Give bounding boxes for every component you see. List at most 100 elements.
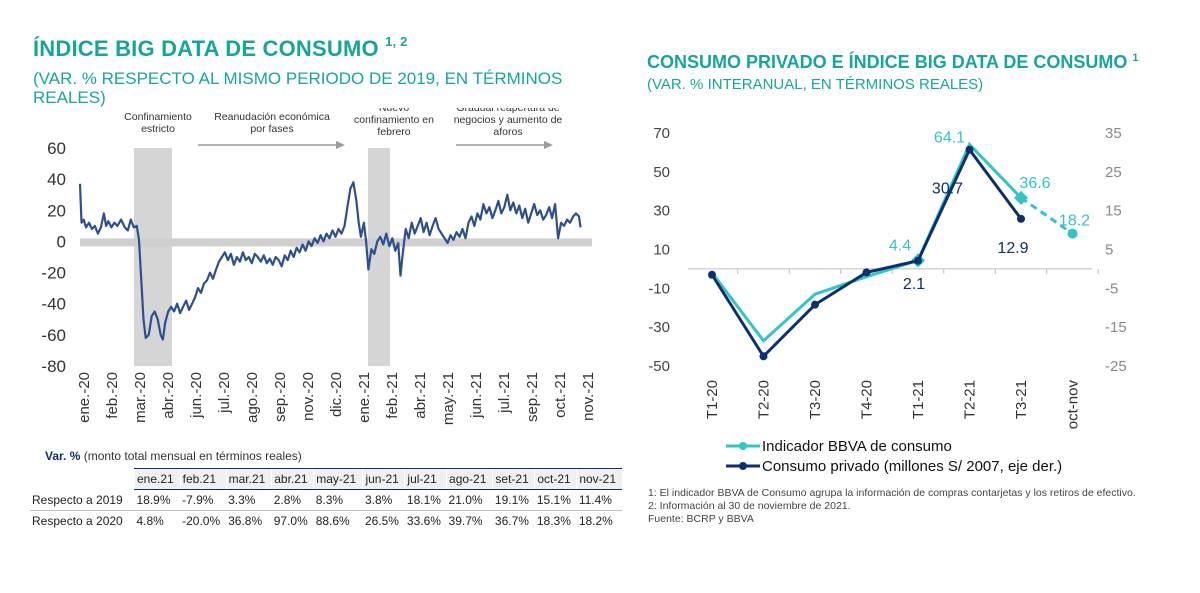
y-tick-label: 40 [47, 170, 66, 189]
y-tick-label: -80 [41, 357, 66, 376]
x-tick-label: jun.-21 [468, 372, 485, 419]
x-tick-label: T2-21 [962, 380, 979, 419]
annotation-text-0: estricto [141, 123, 175, 135]
right-title-text: CONSUMO PRIVADO E ÍNDICE BIG DATA DE CON… [647, 52, 1128, 72]
annotation-text-2: febrero [377, 126, 410, 138]
note-2: 2: Información al 30 de noviembre de 202… [648, 500, 851, 512]
x-tick-label: T1-21 [910, 380, 927, 419]
x-tick-label: feb.-21 [384, 372, 401, 419]
left-chart-title: ÍNDICE BIG DATA DE CONSUMO 1, 2 [33, 34, 408, 62]
legend-label-consumo: Consumo privado (millones S/ 2007, eje d… [762, 457, 1063, 475]
table-cell: 39.7% [446, 510, 493, 531]
y-right-tick-label: -5 [1105, 280, 1118, 297]
table-column-header: nov-21 [576, 468, 622, 490]
table-caption: Var. % (monto total mensual en términos … [45, 449, 302, 463]
table-cell: 18.9% [136, 493, 171, 507]
table-cell: 8.3% [315, 493, 344, 507]
right-chart-subtitle: (VAR. % INTERANUAL, EN TÉRMINOS REALES) [647, 76, 984, 93]
table-cell: 33.6% [404, 510, 447, 531]
x-tick-label: oct-nov [1065, 380, 1082, 430]
y-tick-label: -60 [41, 326, 66, 345]
table-cell: 3.3% [228, 493, 256, 507]
annotation-text-0: Confinamiento [124, 111, 192, 123]
x-tick-label: ago.-20 [244, 372, 261, 423]
table-caption-text: (monto total mensual en términos reales) [80, 449, 302, 463]
private-consumption-chart: 70 50 30 10 -10 -30 -50 35 25 15 5 -5 -15 -25 T1-20 T2-… [648, 125, 1127, 430]
y-right-tick-label: 15 [1105, 203, 1122, 220]
bbva-data-label: 18.2 [1059, 213, 1090, 230]
x-tick-label: mar.-20 [132, 372, 149, 423]
left-chart-subtitle: (VAR. % RESPECTO AL MISMO PERIODO DE 201… [33, 69, 623, 107]
table-column-header: may-21 [313, 468, 363, 490]
annotation-text-1: Reanudación económica [214, 111, 330, 123]
bbva-data-label: 4.4 [889, 237, 911, 254]
table-cell: -7.9% [182, 493, 214, 507]
table-cell: 97.0% [271, 510, 314, 531]
annotation-text-3: Gradual reapertura de [456, 108, 559, 114]
y-tick-label: 0 [57, 232, 66, 251]
table-column-header: ago-21 [446, 468, 493, 490]
right-title-superscript: 1 [1132, 52, 1139, 64]
variation-table: ene.21 feb.21 mar.21 abr.21 may-21 jun-21 jul-… [30, 468, 622, 531]
table-cell: 36.7% [492, 510, 535, 531]
y-right-tick-label: 5 [1105, 242, 1113, 259]
table-header-row: ene.21 feb.21 mar.21 abr.21 may-21 jun-21 jul-… [30, 468, 622, 490]
table-cell: 3.8% [364, 493, 393, 507]
x-tick-label: jul.-20 [216, 372, 233, 414]
table-corner-cell [30, 469, 135, 490]
table-row-label: Respecto a 2019 [32, 492, 123, 507]
y-left-tick-label: -30 [648, 319, 670, 336]
table-column-header: abr.21 [271, 468, 314, 490]
annotation-text-2: Nuevo [379, 108, 410, 114]
y-left-tick-label: 30 [653, 203, 670, 220]
legend-swatch-consumo [726, 462, 760, 470]
table-column-header: jun-21 [362, 468, 405, 490]
source-notes: 1: El indicador BBVA de Consumo agrupa l… [648, 487, 1188, 526]
x-tick-label: T2-20 [756, 380, 773, 419]
consumo-data-label: 2.1 [903, 276, 925, 293]
consumo-privado-marker [965, 145, 974, 154]
annotation-arrowhead-0 [336, 141, 345, 149]
table-cell: -20.0% [180, 510, 227, 531]
x-tick-label: dic.-20 [328, 372, 345, 417]
table-row-label: Respecto a 2020 [30, 510, 135, 531]
table-cell: 4.8% [134, 510, 181, 531]
legend-label-bbva: Indicador BBVA de consumo [762, 437, 952, 455]
y-right-tick-label: -15 [1105, 319, 1127, 336]
table-cell: 88.6% [313, 510, 363, 531]
x-tick-label: T1-20 [704, 380, 721, 419]
left-title-text: ÍNDICE BIG DATA DE CONSUMO [33, 36, 379, 61]
x-tick-label: ene.-21 [356, 372, 373, 423]
y-tick-label: -40 [41, 295, 66, 314]
bbva-data-label: 36.6 [1019, 175, 1050, 192]
y-left-tick-label: 10 [653, 242, 670, 259]
consumo-privado-marker [811, 300, 819, 309]
x-tick-label: sep.-20 [272, 372, 289, 422]
table-column-header: feb.21 [179, 468, 227, 490]
annotation-text-2: confinamiento en [354, 114, 434, 126]
zero-band [80, 238, 592, 247]
consumo-privado-marker [708, 270, 716, 279]
table-cell: 26.5% [362, 510, 405, 531]
left-title-superscript: 1, 2 [385, 34, 408, 49]
y-tick-label: -20 [41, 264, 66, 283]
right-legend: Indicador BBVA de consumo Consumo privad… [724, 436, 1062, 476]
x-tick-label: nov.-20 [300, 372, 317, 421]
bbva-data-label: 64.1 [934, 129, 965, 146]
bbva-marker [1013, 190, 1029, 205]
y-left-tick-label: 50 [653, 164, 670, 181]
table-column-header: jul-21 [404, 468, 447, 490]
x-tick-label: abr.-21 [412, 372, 429, 419]
y-left-tick-label: -10 [648, 280, 670, 297]
x-tick-label: sep.-21 [524, 372, 541, 422]
x-tick-label: jul.-21 [496, 372, 513, 414]
y-tick-label: 60 [47, 139, 66, 158]
annotation-text-3: aforos [493, 126, 522, 138]
table-row: Respecto a 2020 4.8% -20.0% 36.8% 97.0% 88.6%… [30, 510, 622, 531]
y-left-tick-label: 70 [653, 125, 670, 142]
x-tick-label: T3-20 [807, 380, 824, 419]
y-right-tick-label: 25 [1105, 164, 1122, 181]
bbva-marker [1067, 228, 1078, 239]
note-source: Fuente: BCRP y BBVA [648, 513, 754, 525]
consumo-privado-marker [914, 256, 922, 265]
